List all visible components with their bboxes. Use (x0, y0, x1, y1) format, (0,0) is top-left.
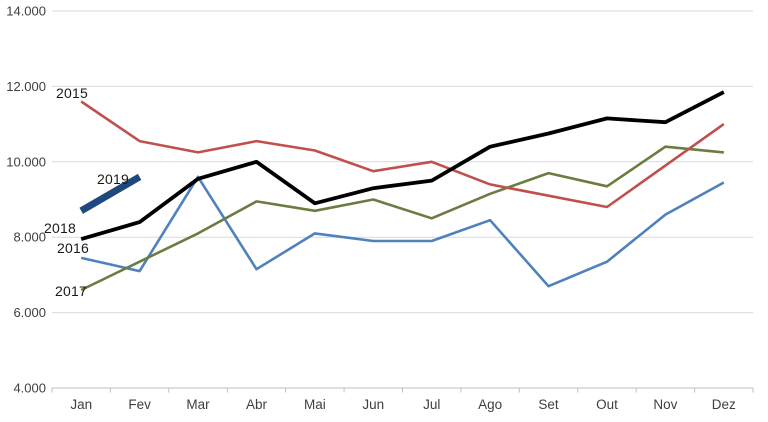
series-label-2017: 2017 (55, 283, 87, 299)
x-tick-label-Mai: Mai (304, 397, 326, 412)
series-line-2015 (80, 100, 725, 209)
x-tick-label-Abr: Abr (246, 397, 268, 412)
series-label-2015: 2015 (56, 85, 88, 101)
y-tick-label-10.000: 10.000 (6, 154, 46, 169)
series-line-2018 (80, 90, 725, 241)
series-label-2019: 2019 (97, 171, 129, 187)
y-tick-label-8.000: 8.000 (13, 230, 46, 245)
series-label-2018: 2018 (44, 220, 76, 236)
series-line-2016 (80, 175, 725, 288)
series-label-2016: 2016 (57, 240, 89, 256)
x-tick-label-Ago: Ago (478, 397, 502, 412)
series-line-2017 (80, 145, 724, 292)
x-tick-label-Nov: Nov (653, 397, 677, 412)
x-tick-label-Out: Out (596, 397, 618, 412)
y-tick-label-12.000: 12.000 (6, 79, 46, 94)
series-line-2019 (79, 173, 142, 214)
x-tick-label-Jul: Jul (423, 397, 440, 412)
x-tick-label-Jan: Jan (70, 397, 92, 412)
y-tick-label-6.000: 6.000 (13, 305, 46, 320)
x-tick-label-Mar: Mar (186, 397, 210, 412)
x-tick-label-Jun: Jun (362, 397, 384, 412)
x-tick-label-Dez: Dez (712, 397, 736, 412)
x-tick-label-Fev: Fev (128, 397, 151, 412)
x-tick-label-Set: Set (538, 397, 559, 412)
y-tick-label-14.000: 14.000 (6, 4, 46, 19)
y-tick-label-4.000: 4.000 (13, 381, 46, 396)
